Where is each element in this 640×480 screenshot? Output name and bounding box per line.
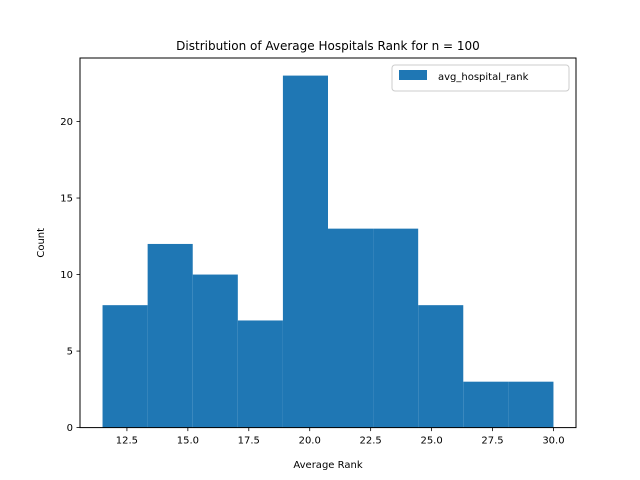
x-axis-label: Average Rank: [293, 460, 362, 471]
x-tick-label: 25.0: [420, 436, 442, 447]
histogram-bar-8: [418, 305, 464, 428]
histogram-bar-6: [328, 228, 374, 428]
x-tick-label: 12.5: [116, 436, 138, 447]
legend: avg_hospital_rank: [391, 64, 570, 92]
histogram-bar-9: [463, 381, 509, 428]
legend-swatch: [399, 70, 427, 80]
histogram-bar-2: [147, 243, 193, 428]
x-tick-label: 27.5: [481, 436, 503, 447]
x-tick-label: 20.0: [299, 436, 321, 447]
y-axis-label: Count: [36, 228, 47, 258]
y-tick-label: 5: [67, 347, 73, 358]
y-tick-label: 20: [60, 117, 73, 128]
histogram-bar-1: [102, 305, 148, 428]
y-tick-label: 0: [67, 423, 73, 434]
bars-group: [102, 75, 554, 428]
histogram-bar-5: [282, 75, 328, 428]
histogram-bar-10: [508, 381, 554, 428]
histogram-bar-3: [192, 274, 238, 428]
x-tick-label: 15.0: [177, 436, 199, 447]
y-tick-label: 15: [60, 194, 73, 205]
histogram-bar-7: [373, 228, 419, 428]
chart-title: Distribution of Average Hospitals Rank f…: [176, 39, 480, 53]
y-tick-label: 10: [60, 270, 73, 281]
y-axis-ticks: 0 5 10 15 20: [60, 117, 80, 434]
x-tick-label: 22.5: [360, 436, 382, 447]
legend-label: avg_hospital_rank: [438, 72, 529, 83]
x-axis-ticks: 12.5 15.0 17.5 20.0 22.5 25.0 27.5 30.0: [116, 427, 565, 447]
histogram-bar-4: [237, 320, 283, 428]
legend-box: [391, 64, 570, 92]
x-tick-label: 30.0: [542, 436, 564, 447]
x-tick-label: 17.5: [238, 436, 260, 447]
axes-frame: [79, 57, 577, 429]
